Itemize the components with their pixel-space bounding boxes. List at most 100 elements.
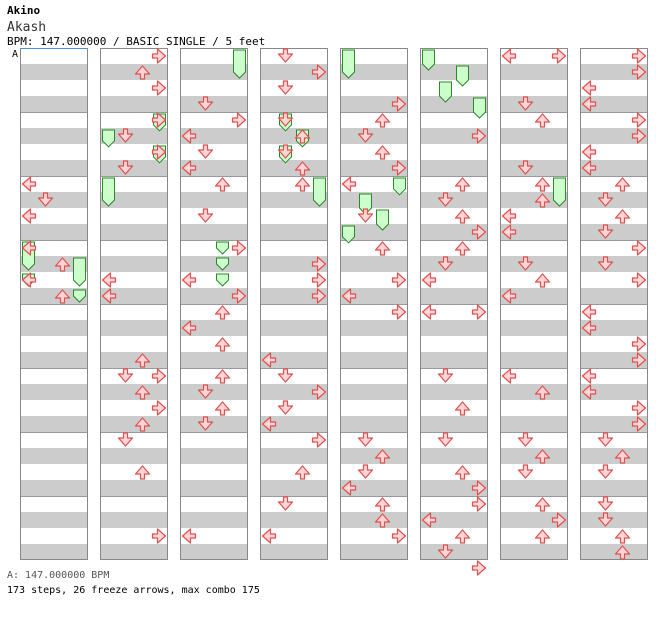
stripe: [500, 64, 568, 80]
arrow-down-icon: [597, 224, 614, 239]
stripe: [20, 96, 88, 112]
arrow-down-icon: [597, 496, 614, 511]
arrow-down-icon: [517, 432, 534, 447]
arrow-up-icon: [534, 193, 551, 208]
stripe: [260, 224, 328, 240]
stripe: [20, 544, 88, 560]
column-border: [580, 48, 648, 560]
arrow-up-icon: [534, 177, 551, 192]
arrow-up-icon: [374, 241, 391, 256]
column-border: [100, 48, 168, 560]
arrow-up-icon: [214, 369, 231, 384]
arrow-down-icon: [437, 544, 454, 559]
stripe: [260, 288, 328, 304]
arrow-up-icon: [374, 449, 391, 464]
arrow-right-icon: [471, 480, 487, 496]
arrow-left-icon: [581, 304, 597, 320]
freeze-arrow: [342, 225, 355, 244]
arrow-right-icon: [631, 400, 647, 416]
stripe: [20, 224, 88, 240]
arrow-right-icon: [151, 528, 167, 544]
artist-name: Akino: [7, 4, 41, 17]
freeze-arrow: [102, 177, 115, 207]
arrow-right-icon: [631, 64, 647, 80]
stripe: [420, 480, 488, 496]
arrow-up-icon: [614, 449, 631, 464]
stripe: [180, 224, 248, 240]
stripe: [340, 544, 408, 560]
stripe: [420, 192, 488, 208]
freeze-arrow: [313, 177, 326, 207]
arrow-up-icon: [534, 449, 551, 464]
arrow-right-icon: [551, 48, 567, 64]
arrow-left-icon: [21, 272, 37, 288]
arrow-up-icon: [134, 385, 151, 400]
arrow-down-icon: [517, 256, 534, 271]
arrow-left-icon: [181, 160, 197, 176]
arrow-left-icon: [181, 128, 197, 144]
stripe: [180, 128, 248, 144]
stripe: [340, 96, 408, 112]
stripe: [580, 544, 648, 560]
arrow-right-icon: [631, 352, 647, 368]
arrow-left-icon: [101, 272, 117, 288]
arrow-right-icon: [631, 336, 647, 352]
arrow-left-icon: [421, 304, 437, 320]
arrow-down-icon: [597, 464, 614, 479]
arrow-right-icon: [151, 80, 167, 96]
arrow-up-icon: [54, 257, 71, 272]
freeze-arrow: [73, 289, 86, 303]
stripe: [100, 192, 168, 208]
stripe: [580, 416, 648, 432]
arrow-up-icon: [294, 129, 311, 144]
stripe: [20, 320, 88, 336]
stripe: [580, 128, 648, 144]
stripe: [420, 64, 488, 80]
stripe: [20, 128, 88, 144]
stripe: [340, 320, 408, 336]
stripe: [420, 256, 488, 272]
stripe: [100, 448, 168, 464]
arrow-up-icon: [294, 465, 311, 480]
stripe: [580, 160, 648, 176]
arrow-right-icon: [391, 304, 407, 320]
stripe: [500, 320, 568, 336]
stripe: [580, 288, 648, 304]
stripe: [420, 128, 488, 144]
song-title: Akash: [7, 20, 47, 35]
arrow-down-icon: [277, 48, 294, 63]
arrow-left-icon: [261, 416, 277, 432]
stripe: [180, 416, 248, 432]
stripe: [580, 448, 648, 464]
arrow-left-icon: [181, 272, 197, 288]
stripe: [260, 96, 328, 112]
stripe: [20, 64, 88, 80]
arrow-left-icon: [581, 160, 597, 176]
arrow-left-icon: [21, 176, 37, 192]
arrow-down-icon: [277, 112, 294, 127]
freeze-arrow: [216, 241, 229, 255]
arrow-left-icon: [341, 176, 357, 192]
stripe: [180, 288, 248, 304]
arrow-down-icon: [117, 368, 134, 383]
arrow-down-icon: [117, 128, 134, 143]
stripe: [100, 288, 168, 304]
arrow-left-icon: [501, 224, 517, 240]
stripe: [340, 128, 408, 144]
stripe: [100, 320, 168, 336]
stripe: [500, 128, 568, 144]
stripe: [260, 128, 328, 144]
arrow-up-icon: [614, 177, 631, 192]
freeze-arrow: [359, 193, 372, 215]
arrow-left-icon: [341, 288, 357, 304]
stripe: [580, 256, 648, 272]
stripe: [100, 416, 168, 432]
stripe: [580, 512, 648, 528]
arrow-right-icon: [151, 112, 167, 128]
arrow-right-icon: [631, 48, 647, 64]
arrow-right-icon: [631, 416, 647, 432]
stripe: [500, 352, 568, 368]
arrow-right-icon: [151, 48, 167, 64]
stripe: [100, 160, 168, 176]
stripe: [20, 288, 88, 304]
